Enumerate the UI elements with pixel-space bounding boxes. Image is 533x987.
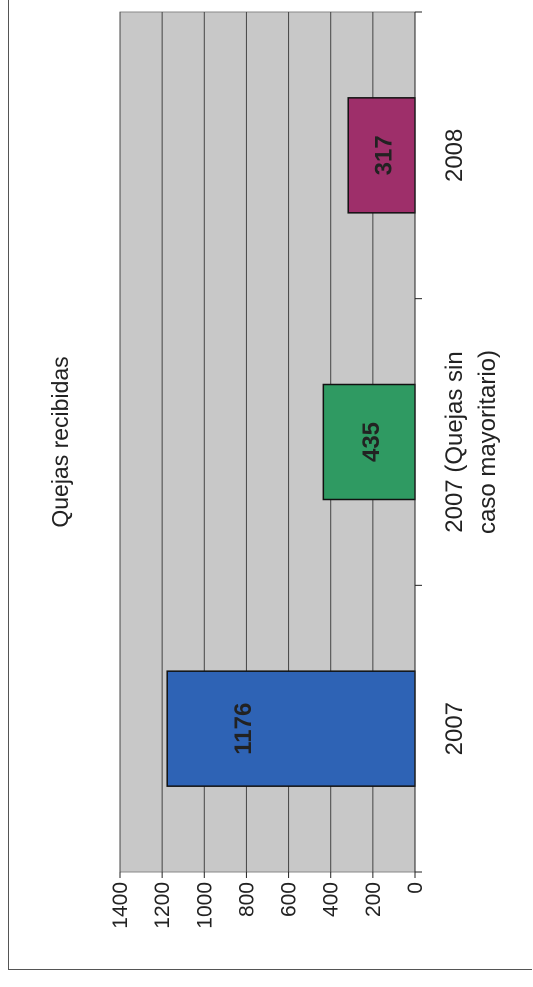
category-label: 2007 (Quejas sin (441, 351, 468, 532)
value-tick-label: 0 (404, 882, 427, 894)
value-tick-labels: 0 200 400 600 800 1000 1200 1400 (109, 882, 427, 929)
value-tick-label: 1000 (193, 882, 216, 929)
figure-frame (8, 0, 532, 970)
value-tick-label: 400 (320, 882, 343, 917)
bars: 1176 435 317 (166, 97, 416, 787)
value-tick-label: 1400 (109, 882, 132, 929)
bar (166, 670, 416, 787)
value-tick-label: 1200 (151, 882, 174, 929)
category-label: 2008 (441, 129, 468, 182)
bar-value-label: 435 (358, 422, 385, 462)
bar-value-label: 317 (371, 135, 398, 175)
bar-value-label: 1176 (230, 703, 257, 755)
category-ticks (415, 11, 422, 873)
axes (119, 12, 416, 878)
category-label: 2007 (441, 702, 468, 755)
category-label: caso mayoritario) (474, 350, 501, 534)
chart-title: Quejas recibidas (47, 356, 73, 527)
category-labels: 2007 2007 (Quejas sin caso mayoritario) 200… (441, 129, 501, 756)
value-tick-label: 200 (362, 882, 385, 917)
value-tick-label: 800 (235, 882, 258, 917)
value-tick-label: 600 (278, 882, 301, 917)
